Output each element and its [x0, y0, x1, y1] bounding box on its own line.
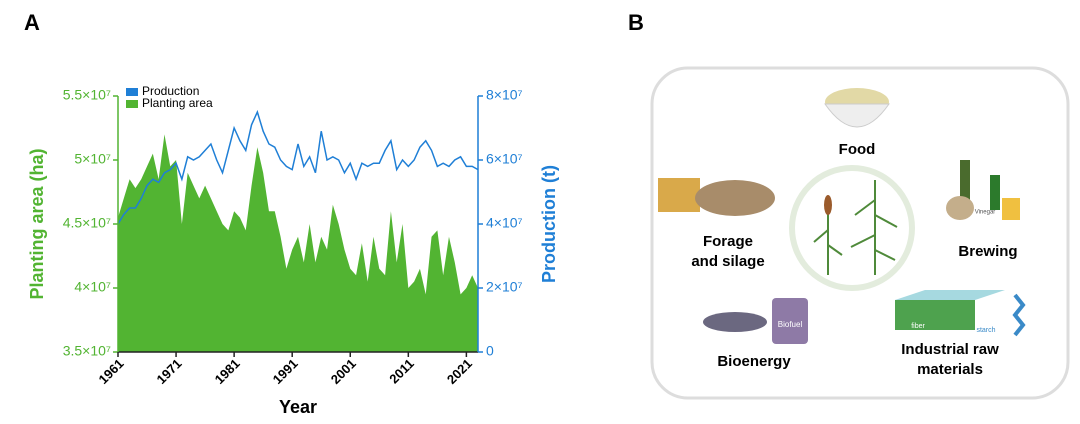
- x-tick-label: 2021: [444, 356, 475, 387]
- small-label: starch: [976, 327, 995, 334]
- label: Brewing: [958, 243, 1017, 260]
- legend-label: Planting area: [142, 96, 213, 110]
- x-axis-label: Year: [279, 397, 317, 417]
- label: materials: [917, 361, 983, 378]
- y-tick-label: 3.5×10⁷: [63, 343, 111, 359]
- x-tick-label: 1961: [95, 356, 126, 387]
- starch-chain: [895, 290, 1005, 300]
- barrel: [772, 298, 808, 344]
- x-tick-label: 1981: [212, 356, 243, 387]
- bottle: [960, 160, 970, 200]
- y-tick-label: 4.5×10⁷: [63, 215, 111, 231]
- label: Bioenergy: [717, 353, 791, 370]
- bottle: [990, 175, 1000, 210]
- legend-swatch: [126, 88, 138, 96]
- coal-pile: [703, 312, 767, 332]
- grain-head: [824, 195, 832, 215]
- y2-tick-label: 8×10⁷: [486, 87, 523, 103]
- hay-bales: [658, 178, 700, 212]
- forage-pile: [695, 180, 775, 216]
- diagram: Food Forage and silage Brewing Bioenergy…: [650, 66, 1070, 400]
- legend-label: Production: [142, 84, 199, 98]
- helix: [1012, 293, 1026, 337]
- bowl: [824, 103, 890, 128]
- x-tick-label: 2001: [328, 356, 359, 387]
- label: Industrial raw: [901, 341, 999, 358]
- y2-tick-label: 4×10⁷: [486, 215, 523, 231]
- label: and silage: [691, 253, 764, 270]
- y-tick-label: 5×10⁷: [74, 151, 111, 167]
- panel-label: B: [628, 10, 644, 35]
- small-label: Vinegar: [975, 210, 996, 216]
- x-tick-label: 1971: [154, 356, 185, 387]
- line: [117, 109, 479, 225]
- jar: [946, 196, 974, 220]
- small-label: fiber: [911, 323, 925, 330]
- label: Forage: [703, 233, 753, 250]
- y2-tick-label: 6×10⁷: [486, 151, 523, 167]
- y-tick-label: 4×10⁷: [74, 279, 111, 295]
- panel-label: A: [24, 10, 40, 35]
- plant-icon: [813, 180, 898, 275]
- legend-swatch: [126, 100, 138, 108]
- y2-tick-label: 2×10⁷: [486, 279, 523, 295]
- area: [118, 134, 478, 352]
- small-label: Biofuel: [778, 320, 803, 329]
- x-tick-label: 2011: [386, 356, 417, 387]
- x-tick-label: 1991: [270, 356, 301, 387]
- beer-glass: [1002, 198, 1020, 220]
- y2-axis-label: Production (t): [539, 165, 559, 283]
- y-tick-label: 5.5×10⁷: [63, 87, 111, 103]
- y-axis-label: Planting area (ha): [27, 148, 47, 299]
- fiber-block: [895, 300, 975, 330]
- label: Food: [839, 141, 876, 158]
- chart: 3.5×10⁷ 4×10⁷ 4.5×10⁷ 5×10⁷ 5.5×10⁷ 0 2×10⁷ 4×1…: [27, 84, 559, 417]
- y2-tick-label: 0: [486, 343, 494, 359]
- center-circle: [789, 165, 915, 291]
